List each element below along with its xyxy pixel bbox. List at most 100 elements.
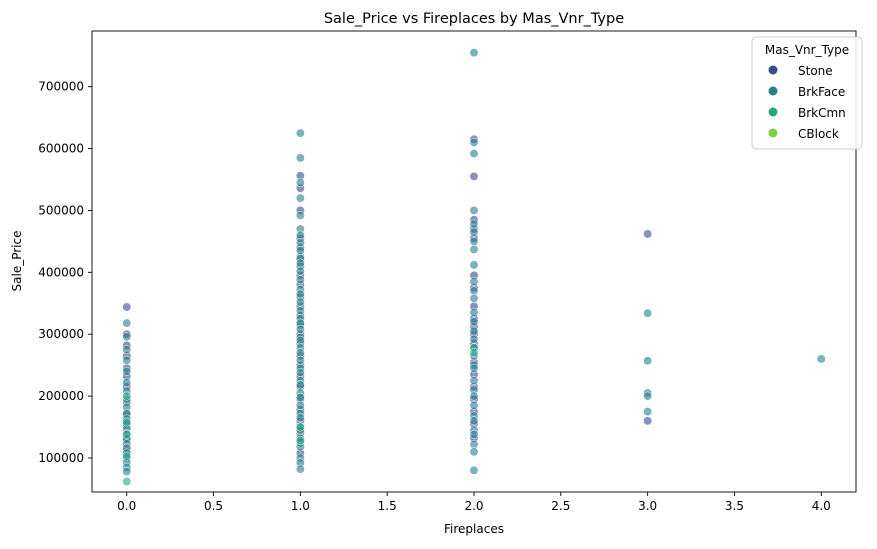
- legend-marker: [768, 107, 778, 117]
- data-point: [295, 289, 305, 299]
- data-point: [122, 302, 132, 312]
- data-point: [295, 392, 305, 402]
- legend-marker: [768, 128, 778, 138]
- data-point: [295, 368, 305, 378]
- data-point: [122, 355, 132, 365]
- data-point: [295, 258, 305, 268]
- data-point: [295, 238, 305, 248]
- legend-item-stone: Stone: [768, 64, 833, 78]
- data-point: [295, 306, 305, 316]
- data-point: [469, 416, 479, 426]
- data-point: [295, 153, 305, 163]
- x-axis-label: Fireplaces: [444, 522, 504, 536]
- data-point: [122, 391, 132, 401]
- data-point: [122, 477, 132, 486]
- data-point: [469, 48, 479, 58]
- data-point: [295, 355, 305, 365]
- data-point: [469, 363, 479, 373]
- legend-marker: [768, 86, 778, 96]
- data-point: [643, 407, 653, 417]
- data-point: [295, 348, 305, 358]
- x-tick-label: 2.0: [464, 499, 483, 513]
- data-point: [469, 391, 479, 401]
- data-point: [122, 366, 132, 376]
- data-point: [469, 260, 479, 270]
- data-point: [469, 326, 479, 336]
- data-point: [122, 467, 132, 477]
- data-point: [295, 128, 305, 138]
- data-point: [295, 193, 305, 203]
- data-point: [122, 318, 132, 328]
- data-point: [469, 439, 479, 449]
- x-tick-label: 3.5: [725, 499, 744, 513]
- data-point: [469, 376, 479, 386]
- data-point: [122, 417, 132, 427]
- legend-label: BrkCmn: [798, 106, 846, 120]
- legend-marker: [768, 65, 778, 75]
- data-point: [295, 266, 305, 276]
- data-point: [469, 317, 479, 327]
- x-tick-label: 4.0: [812, 499, 831, 513]
- data-point: [643, 308, 653, 318]
- points-layer: [122, 48, 826, 486]
- data-point: [816, 354, 826, 364]
- data-point: [469, 149, 479, 158]
- data-point: [469, 206, 479, 215]
- legend-label: BrkFace: [798, 85, 845, 99]
- data-point: [295, 464, 305, 474]
- data-point: [469, 465, 479, 475]
- legend-items: Stone BrkFace BrkCmn CBlock: [768, 64, 846, 141]
- data-point: [469, 236, 479, 246]
- data-point: [469, 400, 479, 410]
- y-tick-label: 700000: [38, 80, 84, 94]
- data-point: [122, 430, 132, 439]
- x-tick-label: 3.0: [638, 499, 657, 513]
- x-tick-label: 0.5: [204, 499, 223, 513]
- plot-area-frame: [91, 30, 857, 493]
- data-point: [469, 244, 479, 254]
- legend-box: [751, 36, 863, 150]
- data-point: [295, 246, 305, 256]
- y-tick-label: 100000: [38, 451, 84, 465]
- data-point: [469, 308, 479, 317]
- legend-label: Stone: [798, 64, 833, 78]
- data-point: [122, 378, 132, 387]
- legend-item-brkcmn: BrkCmn: [768, 106, 846, 120]
- data-point: [295, 436, 305, 446]
- legend-title: Mas_Vnr_Type: [765, 43, 849, 57]
- y-axis-ticks: 100000 200000 300000 400000 500000 600000 7000…: [38, 80, 92, 465]
- legend-label: CBlock: [798, 127, 839, 141]
- data-point: [469, 171, 479, 181]
- data-point: [469, 227, 479, 237]
- legend: Mas_Vnr_Type Stone BrkFace BrkCmn CBlock: [751, 36, 863, 150]
- chart-title: Sale_Price vs Fireplaces by Mas_Vnr_Type: [324, 11, 624, 27]
- data-point: [469, 286, 479, 296]
- data-point: [295, 324, 305, 334]
- data-point: [469, 137, 479, 147]
- series-brkcmn: [122, 343, 479, 486]
- data-point: [295, 380, 305, 390]
- x-tick-label: 2.5: [551, 499, 570, 513]
- data-point: [122, 451, 132, 461]
- data-point: [295, 335, 305, 345]
- y-tick-label: 400000: [38, 265, 84, 279]
- data-point: [295, 413, 305, 423]
- data-point: [469, 447, 479, 457]
- y-tick-label: 600000: [38, 142, 84, 156]
- data-point: [295, 210, 305, 220]
- data-point: [295, 275, 305, 285]
- data-point: [643, 416, 653, 426]
- data-point: [295, 297, 305, 307]
- x-tick-label: 1.5: [378, 499, 397, 513]
- x-tick-label: 0.0: [117, 499, 136, 513]
- data-point: [643, 229, 653, 239]
- y-axis-label: Sale_Price: [10, 231, 24, 292]
- data-point: [469, 293, 479, 303]
- y-tick-label: 500000: [38, 203, 84, 217]
- y-tick-label: 200000: [38, 389, 84, 403]
- data-point: [643, 356, 653, 366]
- data-point: [295, 422, 305, 432]
